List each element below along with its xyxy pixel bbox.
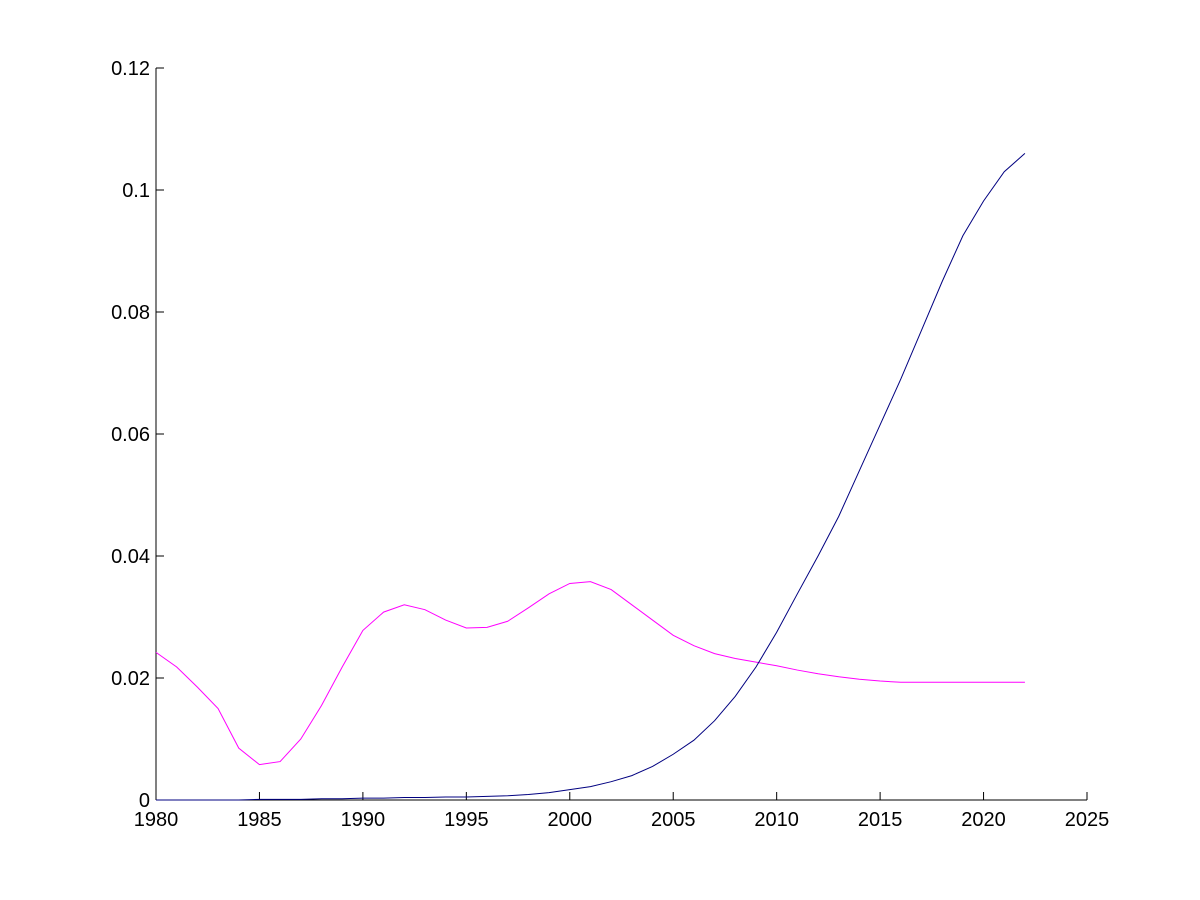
x-tick-label: 2000	[548, 809, 593, 831]
y-ticks: 0 0.02 0.04 0.06 0.08 0.1 0.12	[111, 58, 164, 812]
y-tick-label: 0	[139, 790, 150, 812]
x-tick-label: 2020	[961, 809, 1006, 831]
x-tick-label: 1980	[134, 809, 179, 831]
series-line-2	[156, 153, 1026, 801]
y-tick-label: 0.02	[111, 668, 150, 690]
y-tick-label: 0.06	[111, 424, 150, 446]
x-tick-label: 1995	[444, 809, 489, 831]
series-layer	[155, 153, 1026, 801]
y-tick-label: 0.1	[122, 180, 150, 202]
y-tick-label: 0.12	[111, 58, 150, 80]
x-tick-label: 2010	[754, 809, 799, 831]
x-ticks: 1980 1985 1990 1995 2000 2005 2010 2015 2020 2025	[134, 792, 1110, 831]
x-tick-label: 1990	[341, 809, 386, 831]
y-tick-label: 0.08	[111, 302, 150, 324]
x-tick-label: 2025	[1065, 809, 1110, 831]
x-tick-label: 1985	[237, 809, 282, 831]
y-tick-label: 0.04	[111, 546, 150, 568]
x-tick-label: 2015	[858, 809, 903, 831]
x-tick-label: 2005	[651, 809, 696, 831]
series-line-1	[155, 581, 1025, 766]
